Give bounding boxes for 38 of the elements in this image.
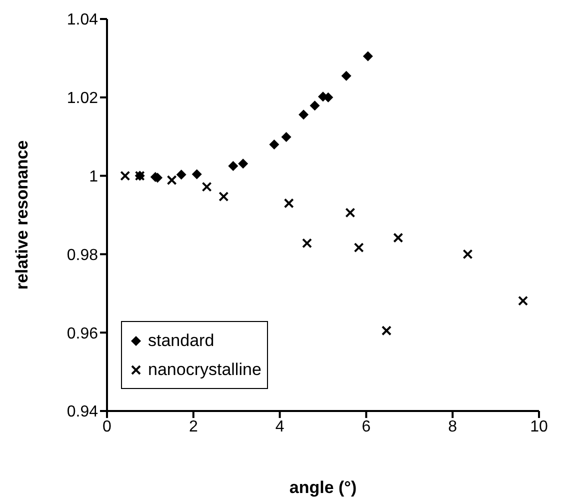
legend-label: nanocrystalline (148, 360, 262, 380)
y-tick-label: 1.04 (66, 12, 98, 29)
point (228, 161, 238, 171)
x-tick-label: 2 (188, 418, 198, 436)
point (518, 296, 528, 306)
x-tick-label: 10 (530, 418, 548, 436)
y-tick-label: 0.96 (66, 325, 98, 342)
point (202, 182, 212, 192)
point (192, 169, 202, 180)
y-axis-title: relative resonance (12, 140, 32, 290)
point (281, 132, 292, 142)
point (345, 208, 356, 218)
point (382, 326, 392, 336)
x-tick-label: 4 (275, 418, 284, 436)
point (393, 232, 404, 243)
y-tick-label: 0.94 (66, 404, 98, 421)
x-tick-label: 0 (102, 418, 112, 436)
y-tick-label: 1 (89, 168, 98, 186)
point (298, 110, 309, 120)
point (269, 139, 280, 150)
point (362, 51, 373, 62)
x-axis-title: angle (°) (289, 478, 357, 497)
legend-label: standard (148, 330, 214, 350)
y-tick-label: 1.02 (66, 90, 98, 108)
point (302, 238, 312, 248)
point (218, 192, 229, 202)
point (238, 158, 248, 169)
point (310, 100, 320, 111)
point (462, 249, 473, 260)
point (284, 198, 294, 208)
y-tick-label: 0.98 (66, 246, 98, 264)
point (166, 175, 177, 186)
point (120, 170, 130, 181)
point (176, 170, 186, 180)
point (354, 242, 364, 253)
x-tick-label: 6 (362, 418, 371, 436)
x-tick-label: 8 (448, 418, 458, 436)
point (341, 70, 352, 81)
